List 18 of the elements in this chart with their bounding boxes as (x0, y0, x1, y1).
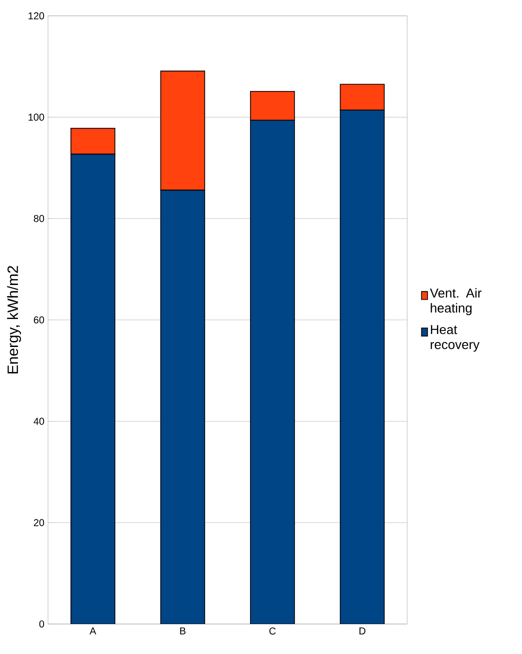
x-tick-label: D (359, 628, 366, 634)
x-tick-label: A (90, 628, 96, 634)
x-tick-label: C (269, 628, 276, 635)
bar (340, 110, 385, 624)
x-tick-label: B (180, 628, 186, 634)
y-tick-label: 0 (39, 620, 44, 628)
y-tick-label: 20 (34, 519, 44, 526)
bar (70, 154, 116, 624)
legend-label: Vent. Air heating (430, 288, 482, 316)
y-tick-label: 120 (28, 12, 44, 20)
y-tick-label: 100 (28, 114, 44, 121)
bar (160, 190, 206, 624)
legend-label: Heat recovery (430, 325, 480, 352)
bar (250, 120, 295, 624)
y-tick-label: 40 (34, 418, 44, 425)
y-tick-label: 80 (34, 215, 44, 222)
y-axis-title: Energy, kWh/m2 (7, 266, 22, 374)
y-tick-label: 60 (34, 316, 44, 324)
